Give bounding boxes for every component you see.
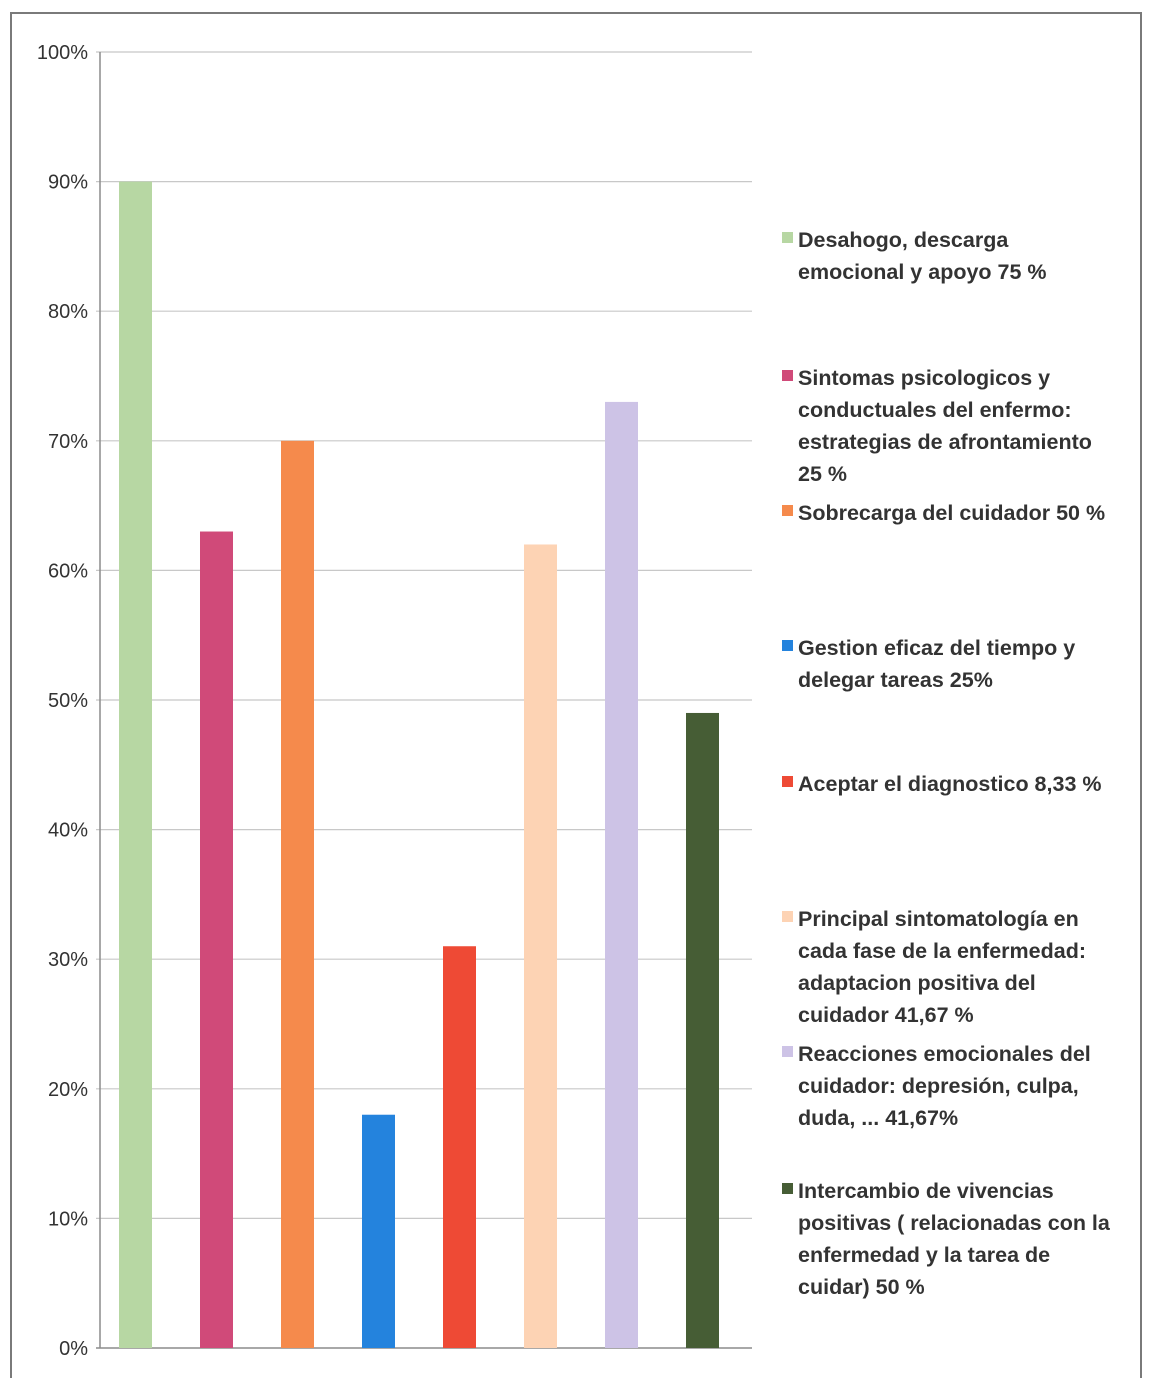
y-tick-label: 60% [48, 560, 88, 582]
legend-item: Reacciones emocionales del cuidador: dep… [782, 1038, 1142, 1134]
legend-swatch [782, 370, 793, 381]
legend-item: Intercambio de vivencias positivas ( rel… [782, 1175, 1142, 1303]
legend-label: Sobrecarga del cuidador 50 % [798, 501, 1106, 525]
legend-swatch [782, 232, 793, 243]
legend-swatch [782, 1183, 793, 1194]
bars [119, 181, 719, 1349]
legend-label: Gestion eficaz del tiempo y delegar tare… [798, 636, 1076, 692]
bar-5 [443, 946, 476, 1348]
legend-item: Sobrecarga del cuidador 50 % [782, 497, 1142, 529]
y-tick-label: 40% [48, 820, 88, 842]
bar-3 [281, 440, 314, 1348]
y-tick-label: 100% [37, 42, 88, 64]
chart-frame [10, 12, 1142, 1378]
legend-label: Intercambio de vivencias positivas ( rel… [798, 1179, 1110, 1299]
y-tick-label: 80% [48, 301, 88, 323]
legend-item: Desahogo, descarga emocional y apoyo 75 … [782, 224, 1142, 288]
legend-item: Principal sintomatología en cada fase de… [782, 903, 1142, 1031]
y-tick-label: 50% [48, 690, 88, 712]
legend-item: Gestion eficaz del tiempo y delegar tare… [782, 632, 1142, 696]
y-axis: 0% 10% 20% 30% 40% 50% 60% 70% 80% 90% 100% [37, 42, 101, 1360]
legend-label: Principal sintomatología en cada fase de… [798, 907, 1086, 1027]
bar-6 [524, 544, 557, 1348]
gridlines [96, 51, 752, 1349]
legend-swatch [782, 505, 793, 516]
legend-item: Sintomas psicologicos y conductuales del… [782, 362, 1142, 490]
legend-swatch [782, 1046, 793, 1057]
bar-8 [686, 712, 719, 1348]
legend-label: Reacciones emocionales del cuidador: dep… [798, 1042, 1091, 1130]
y-tick-label: 30% [48, 949, 88, 971]
bar-7 [605, 401, 638, 1348]
y-tick-label: 90% [48, 172, 88, 194]
legend-label: Sintomas psicologicos y conductuales del… [798, 366, 1092, 486]
legend-label: Desahogo, descarga emocional y apoyo 75 … [798, 228, 1047, 284]
y-tick-label: 20% [48, 1079, 88, 1101]
legend: Desahogo, descarga emocional y apoyo 75 … [782, 0, 1142, 1378]
y-tick-label: 0% [59, 1338, 88, 1360]
y-tick-label: 70% [48, 431, 88, 453]
legend-item: Aceptar el diagnostico 8,33 % [782, 768, 1142, 800]
legend-label: Aceptar el diagnostico 8,33 % [798, 772, 1102, 796]
bar-1 [119, 181, 152, 1349]
y-tick-label: 10% [48, 1208, 88, 1230]
legend-swatch [782, 911, 793, 922]
legend-swatch [782, 640, 793, 651]
legend-swatch [782, 776, 793, 787]
bar-4 [362, 1114, 395, 1348]
bar-2 [200, 531, 233, 1348]
